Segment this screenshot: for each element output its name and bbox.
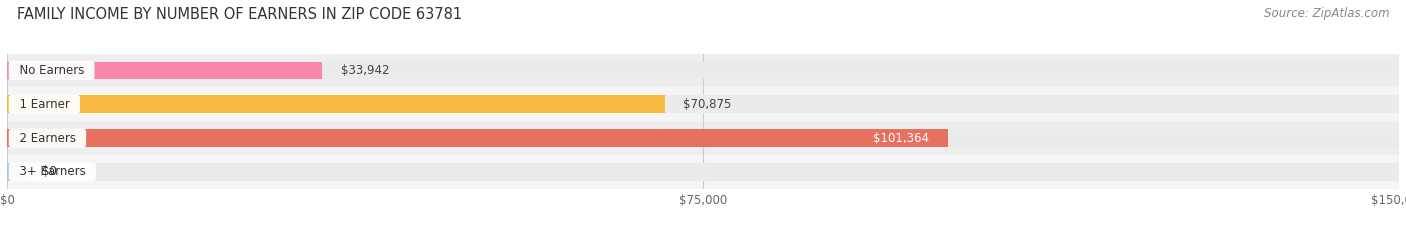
Bar — [7, 129, 948, 147]
Text: 2 Earners: 2 Earners — [11, 132, 83, 144]
Bar — [7, 121, 1399, 155]
Bar — [7, 129, 1399, 147]
Text: 3+ Earners: 3+ Earners — [11, 165, 93, 178]
Bar — [7, 54, 1399, 87]
Bar — [7, 96, 665, 113]
Bar — [7, 62, 1399, 79]
Text: $33,942: $33,942 — [340, 64, 389, 77]
Text: 1 Earner: 1 Earner — [11, 98, 77, 111]
Text: No Earners: No Earners — [11, 64, 91, 77]
Bar — [7, 87, 1399, 121]
Text: FAMILY INCOME BY NUMBER OF EARNERS IN ZIP CODE 63781: FAMILY INCOME BY NUMBER OF EARNERS IN ZI… — [17, 7, 463, 22]
Bar — [7, 163, 1399, 181]
Bar — [7, 96, 1399, 113]
Bar — [7, 155, 1399, 189]
Bar — [7, 62, 322, 79]
Text: $101,364: $101,364 — [873, 132, 929, 144]
Text: $70,875: $70,875 — [683, 98, 731, 111]
Bar — [7, 163, 28, 181]
Text: Source: ZipAtlas.com: Source: ZipAtlas.com — [1264, 7, 1389, 20]
Text: $0: $0 — [42, 165, 56, 178]
